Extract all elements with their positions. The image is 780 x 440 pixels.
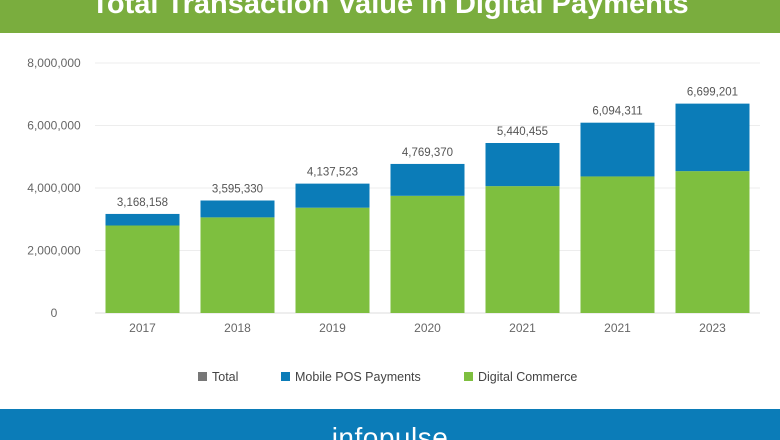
data-label-total: 4,137,523 <box>307 167 358 179</box>
y-tick-label: 0 <box>51 306 58 320</box>
bar-digital-commerce <box>105 225 180 313</box>
footer-banner: infopulse <box>0 409 780 440</box>
y-tick-label: 6,000,000 <box>27 119 81 133</box>
legend-item-total-label: Total <box>212 370 238 384</box>
x-tick-label: 2020 <box>414 321 441 335</box>
bar-digital-commerce <box>485 186 560 313</box>
legend-item-total-swatch <box>198 372 207 381</box>
bar-digital-commerce <box>295 207 370 313</box>
bar-digital-commerce <box>675 171 750 313</box>
legend-item-mobile-pos-label: Mobile POS Payments <box>295 370 421 384</box>
bar-mobile-pos <box>675 103 750 172</box>
bar-mobile-pos <box>580 122 655 177</box>
y-tick-label: 4,000,000 <box>27 181 81 195</box>
x-tick-label: 2018 <box>224 321 251 335</box>
bar-mobile-pos <box>485 143 560 187</box>
bar-mobile-pos <box>105 213 180 226</box>
x-tick-label: 2019 <box>319 321 346 335</box>
legend-item-digital-commerce-label: Digital Commerce <box>478 370 577 384</box>
x-tick-label: 2021 <box>604 321 631 335</box>
legend-item-mobile-pos-swatch <box>281 372 290 381</box>
data-label-total: 6,094,311 <box>592 106 642 118</box>
x-tick-label: 2021 <box>509 321 536 335</box>
data-label-total: 3,595,330 <box>212 184 263 196</box>
brand-logo-text: infopulse <box>331 422 449 440</box>
bar-mobile-pos <box>295 183 370 208</box>
bar-mobile-pos <box>390 163 465 196</box>
bar-mobile-pos <box>200 200 275 218</box>
data-label-total: 4,769,370 <box>402 147 453 159</box>
x-tick-label: 2023 <box>699 321 726 335</box>
bar-digital-commerce <box>200 217 275 313</box>
data-label-total: 3,168,158 <box>117 197 168 209</box>
legend-item-digital-commerce-swatch <box>464 372 473 381</box>
data-label-total: 5,440,455 <box>497 126 548 138</box>
bar-digital-commerce <box>580 176 655 313</box>
x-tick-label: 2017 <box>129 321 156 335</box>
chart-area: 0 2,000,000 4,000,000 6,000,000 8,000,000 3,1… <box>27 56 760 384</box>
y-tick-label: 2,000,000 <box>27 244 81 258</box>
chart-title: Total Transaction Value in Digital Payme… <box>91 0 689 20</box>
y-tick-label: 8,000,000 <box>27 56 81 70</box>
bar-digital-commerce <box>390 195 465 313</box>
title-banner: Total Transaction Value in Digital Payme… <box>0 0 780 33</box>
data-label-total: 6,699,201 <box>687 87 738 99</box>
